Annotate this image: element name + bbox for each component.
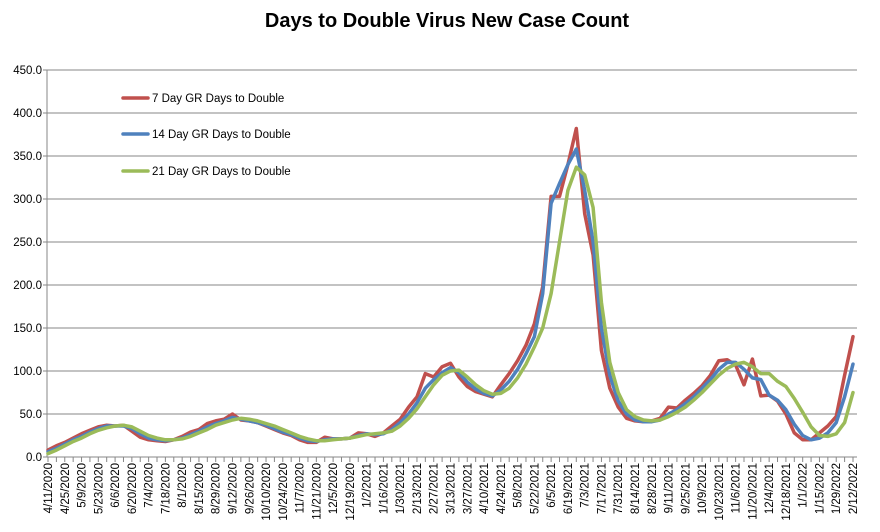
x-tick-label: 12/5/2020 (328, 463, 340, 514)
x-tick-label: 4/11/2020 (43, 463, 55, 513)
y-axis: 0.0 50.0 100.0 150.0 200.0 250.0 300.0 350.0 400… (13, 65, 48, 464)
x-tick-label: 1/16/2021 (378, 463, 390, 514)
x-tick-label: 10/24/2020 (278, 463, 290, 521)
x-tick-label: 1/1/2022 (798, 463, 810, 508)
legend-label: 14 Day GR Days to Double (152, 129, 291, 141)
y-tick-label: 450.0 (13, 65, 42, 77)
y-tick-label: 300.0 (13, 194, 42, 206)
legend-item: 7 Day GR Days to Double (121, 93, 284, 105)
x-tick-label: 9/12/2020 (227, 463, 239, 514)
x-tick-label: 9/11/2021 (664, 463, 676, 513)
x-tick-label: 7/18/2020 (160, 463, 172, 514)
x-tick-label: 2/12/2022 (848, 463, 860, 514)
y-tick-label: 350.0 (13, 151, 42, 163)
x-tick-label: 3/13/2021 (446, 463, 458, 514)
x-tick-label: 11/20/2021 (747, 463, 759, 520)
y-tick-label: 0.0 (26, 452, 42, 464)
series-line-3 (46, 165, 855, 456)
x-tick-label: 5/8/2021 (513, 463, 525, 508)
x-tick-label: 8/29/2020 (211, 463, 223, 514)
x-tick-label: 2/13/2021 (412, 463, 424, 514)
x-tick-label: 11/21/2020 (311, 463, 323, 520)
gridlines (47, 69, 857, 458)
x-tick-label: 5/9/2020 (77, 463, 89, 508)
x-tick-label: 12/19/2020 (345, 463, 357, 521)
x-tick-label: 8/1/2020 (177, 463, 189, 508)
x-tick-label: 12/4/2021 (764, 463, 776, 514)
x-tick-label: 8/15/2020 (194, 463, 206, 514)
series-lines (46, 126, 855, 456)
legend-item: 14 Day GR Days to Double (121, 129, 291, 141)
legend-label: 7 Day GR Days to Double (152, 93, 284, 105)
x-axis: 4/11/2020 4/25/2020 5/9/2020 5/23/2020 6/6/2… (43, 456, 860, 521)
x-tick-label: 1/30/2021 (395, 463, 407, 514)
y-tick-label: 100.0 (13, 366, 42, 378)
x-tick-label: 6/6/2020 (110, 463, 122, 508)
series-line-2 (46, 147, 855, 454)
legend-label: 21 Day GR Days to Double (152, 166, 291, 178)
x-tick-label: 9/26/2020 (244, 463, 256, 514)
x-tick-label: 8/14/2021 (630, 463, 642, 514)
x-tick-label: 9/25/2021 (680, 463, 692, 514)
x-tick-label: 5/22/2021 (529, 463, 541, 514)
x-tick-label: 4/10/2021 (479, 463, 491, 514)
y-tick-label: 50.0 (20, 409, 42, 421)
y-tick-label: 150.0 (13, 323, 42, 335)
x-tick-label: 7/4/2020 (144, 463, 156, 508)
x-tick-label: 8/28/2021 (647, 463, 659, 514)
x-tick-label: 3/27/2021 (462, 463, 474, 514)
x-tick-label: 2/27/2021 (429, 463, 441, 514)
x-tick-label: 1/2/2021 (362, 463, 374, 508)
legend: 7 Day GR Days to Double 14 Day GR Days to… (121, 93, 291, 178)
x-tick-label: 11/6/2021 (731, 463, 743, 513)
legend-item: 21 Day GR Days to Double (121, 166, 291, 178)
chart-title: Days to Double Virus New Case Count (265, 10, 629, 32)
x-tick-label: 1/29/2022 (831, 463, 843, 514)
x-tick-label: 11/7/2020 (295, 463, 307, 513)
x-tick-label: 7/17/2021 (596, 463, 608, 514)
x-tick-label: 7/3/2021 (580, 463, 592, 508)
x-tick-label: 6/20/2020 (127, 463, 139, 514)
x-tick-label: 10/9/2021 (697, 463, 709, 514)
y-tick-label: 250.0 (13, 237, 42, 249)
x-tick-label: 1/15/2022 (814, 463, 826, 514)
y-tick-label: 400.0 (13, 108, 42, 120)
x-tick-label: 12/18/2021 (781, 463, 793, 521)
x-tick-label: 4/24/2021 (496, 463, 508, 514)
x-tick-label: 6/5/2021 (546, 463, 558, 508)
x-tick-label: 4/25/2020 (60, 463, 72, 514)
x-tick-label: 5/23/2020 (93, 463, 105, 514)
x-tick-label: 6/19/2021 (563, 463, 575, 514)
x-tick-label: 7/31/2021 (613, 463, 625, 514)
y-tick-label: 200.0 (13, 280, 42, 292)
x-tick-label: 10/23/2021 (714, 463, 726, 521)
x-tick-label: 10/10/2020 (261, 463, 273, 521)
